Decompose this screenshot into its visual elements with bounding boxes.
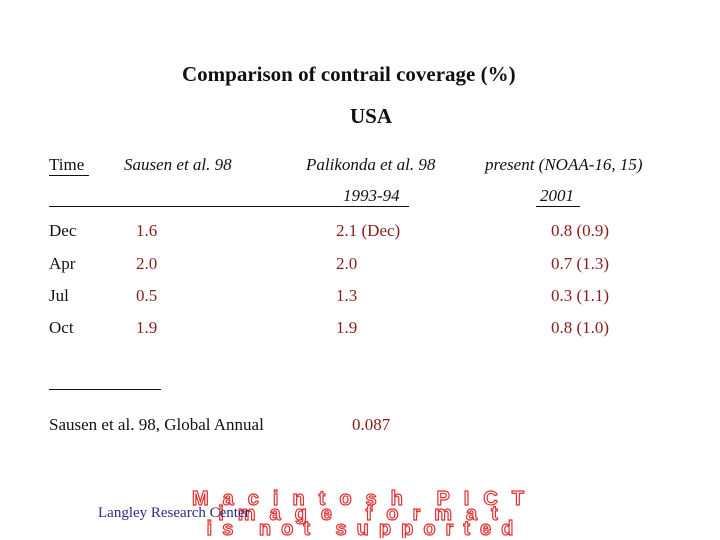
header-present: present (NOAA-16, 15) [485, 155, 643, 174]
footnote-rule [49, 389, 161, 390]
header-time-underline [49, 175, 89, 176]
page-title: Comparison of contrail coverage (%) [182, 62, 516, 86]
row-time: Jul [49, 286, 69, 305]
global-value: 0.087 [352, 415, 391, 434]
row-present: 0.8 (1.0) [551, 318, 610, 337]
row-palikonda: 2.1 (Dec) [336, 221, 401, 240]
row-time: Dec [49, 221, 77, 240]
header-rule [49, 206, 409, 207]
row-sausen: 1.6 [136, 221, 158, 240]
global-label: Sausen et al. 98, Global Annual [49, 415, 264, 434]
header-palikonda-years: 1993-94 [343, 186, 400, 205]
credit-text: Langley Research Center [98, 505, 250, 521]
row-present: 0.3 (1.1) [551, 286, 610, 305]
row-present: 0.8 (0.9) [551, 221, 610, 240]
row-palikonda: 1.3 [336, 286, 358, 305]
unsupported-image-placeholder: Macintosh PICT image format is not suppo… [40, 488, 690, 538]
header-present-years: 2001 [540, 186, 574, 205]
watermark-line1: Macintosh PICT [192, 488, 538, 510]
row-sausen: 1.9 [136, 318, 158, 337]
row-present: 0.7 (1.3) [551, 254, 610, 273]
row-sausen: 2.0 [136, 254, 158, 273]
row-time: Oct [49, 318, 74, 337]
watermark-line2: image format [218, 503, 512, 525]
row-time: Apr [49, 254, 76, 273]
header-palikonda: Palikonda et al. 98 [306, 155, 436, 174]
row-palikonda: 1.9 [336, 318, 358, 337]
row-palikonda: 2.0 [336, 254, 358, 273]
header-sausen: Sausen et al. 98 [124, 155, 232, 174]
watermark-line3: is not supported [207, 518, 524, 538]
header-rule-2 [536, 206, 580, 207]
header-time: Time [49, 155, 85, 174]
row-sausen: 0.5 [136, 286, 158, 305]
region-subtitle: USA [350, 104, 393, 128]
